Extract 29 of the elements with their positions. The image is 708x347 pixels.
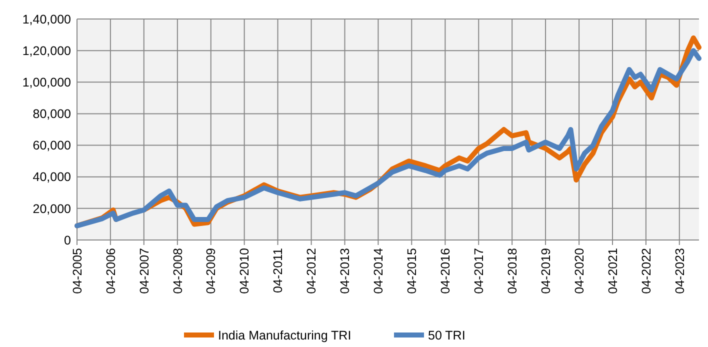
x-tick-label: 04-2019 (538, 248, 553, 294)
x-tick-label: 04-2011 (271, 248, 286, 293)
x-tick-label: 04-2006 (104, 248, 118, 294)
y-tick-label: 80,000 (32, 107, 72, 122)
x-tick-label: 04-2007 (137, 248, 152, 294)
x-tick-label: 04-2023 (672, 248, 687, 294)
y-tick-label: 1,00,000 (22, 76, 72, 90)
x-tick-label: 04-2015 (405, 248, 420, 294)
x-tick-label: 04-2016 (438, 248, 453, 294)
x-tick-label: 04-2022 (639, 248, 654, 294)
legend-label: India Manufacturing TRI (218, 328, 352, 342)
x-tick-label: 04-2021 (606, 248, 620, 294)
y-tick-label: 60,000 (32, 138, 72, 153)
y-tick-label: 40,000 (32, 170, 72, 184)
y-tick-label: 1,40,000 (22, 12, 72, 26)
x-tick-label: 04-2008 (170, 248, 185, 294)
x-tick-label: 04-2010 (238, 248, 252, 294)
x-tick-label: 04-2009 (204, 248, 218, 294)
legend-label: 50 TRI (428, 328, 466, 342)
x-tick-label: 04-2018 (505, 248, 520, 294)
x-tick-label: 04-2013 (338, 248, 352, 294)
y-tick-label: 0 (64, 233, 72, 248)
y-tick-label: 1,20,000 (22, 44, 72, 58)
x-tick-label: 04-2012 (304, 248, 319, 294)
x-tick-label: 04-2020 (572, 248, 586, 294)
x-tick-label: 04-2017 (472, 248, 486, 294)
x-tick-label: 04-2014 (372, 248, 386, 294)
y-tick-label: 20,000 (32, 202, 72, 216)
x-tick-label: 04-2005 (70, 248, 84, 294)
